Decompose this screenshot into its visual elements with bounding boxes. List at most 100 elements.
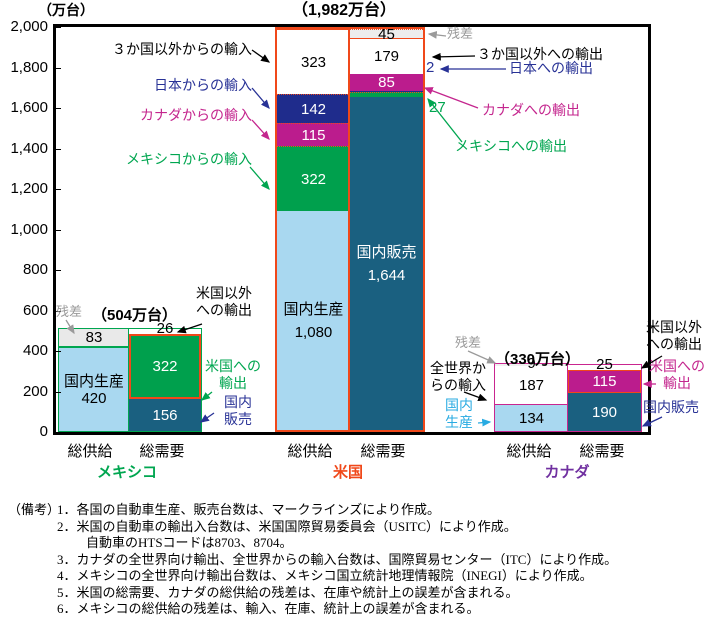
segment-label: 156 xyxy=(152,406,178,424)
segment-label: 179 xyxy=(373,48,400,65)
annotation-line: 全世界か xyxy=(430,360,486,376)
annotation-line: 生産 xyxy=(445,414,473,430)
bar-canada-demand: 190 115 25 xyxy=(567,356,642,432)
y-tick-mark xyxy=(56,108,61,109)
segment-label: 85 xyxy=(378,74,395,91)
country-label-canada: カナダ xyxy=(544,464,590,481)
notes-block: （備考） 1．各国の自動車生産、販売台数は、マークラインズにより作成。 2．米国… xyxy=(0,502,707,618)
y-tick-label: 1,400 xyxy=(10,139,48,157)
segment-label: 142 xyxy=(300,100,327,118)
annotation-line: への輸出 xyxy=(646,336,702,352)
bar-segment: 83 xyxy=(59,329,129,346)
bar-segment: 国内生産 420 xyxy=(59,346,129,431)
y-tick-label: 600 xyxy=(22,301,48,319)
annotation-line: 販売 xyxy=(224,411,252,427)
y-tick-mark xyxy=(56,432,61,433)
annotation-exports-other: ３か国以外への輸出 xyxy=(477,46,603,62)
segment-label: 115 xyxy=(301,126,326,144)
y-tick-label: 0 xyxy=(39,423,48,440)
segment-label: 322 xyxy=(152,358,178,375)
segment-label: 45 xyxy=(378,25,395,43)
y-tick-mark xyxy=(56,67,61,69)
bar-segment: 190 xyxy=(568,393,641,431)
annotation-line: への輸出 xyxy=(196,302,252,318)
bar-segment: 142 xyxy=(277,94,350,123)
note-line: 5．米国の総需要、カナダの総供給の残差は、在庫や統計上の誤差が含まれる。 xyxy=(57,584,519,600)
bar-segment: 115 xyxy=(568,370,641,393)
annotation-line: 米国への xyxy=(649,358,705,374)
canada-total-label: （330万台） xyxy=(495,351,581,368)
y-axis-unit-label: （万台） xyxy=(38,2,94,18)
bar-us-supply: 国内生産 1,080 322 115 142 323 xyxy=(275,27,352,432)
bar-segment: 323 xyxy=(277,29,350,94)
annotation-line: 輸出 xyxy=(219,375,247,391)
bar-segment: 国内生産 1,080 xyxy=(277,211,350,430)
segment-label: 国内生産 1,080 xyxy=(283,300,344,341)
bar-segment: 国内販売 1,644 xyxy=(350,97,423,430)
annotation-line: 米国以外 xyxy=(646,319,702,335)
y-tick-label: 800 xyxy=(22,261,48,278)
segment-label: 9 xyxy=(527,355,536,372)
annotation-canada-exports-us: 米国への 輸出 xyxy=(648,358,706,392)
note-line: 2．米国の自動車の輸出入台数は、米国国際貿易委員会（USITC）により作成。 xyxy=(57,518,517,534)
bar-segment: 45 xyxy=(350,26,423,43)
annotation-mexico-residual: 残差 xyxy=(56,304,83,319)
bar-segment: 156 xyxy=(129,399,201,431)
bar-segment xyxy=(350,91,423,92)
annotation-imports-mexico: メキシコからの輸入 xyxy=(126,151,252,167)
country-label-us: 米国 xyxy=(332,464,363,481)
xlabel-mexico-demand: 総需要 xyxy=(139,443,185,460)
bar-segment: 115 xyxy=(277,123,350,146)
annotation-line: 輸出 xyxy=(663,375,691,391)
segment-label: 115 xyxy=(592,373,617,390)
xlabel-us-supply: 総供給 xyxy=(287,443,333,460)
bar-us-demand: 国内販売 1,644 85 179 45 xyxy=(348,26,425,432)
annotation-canada-domestic-sales: 国内販売 xyxy=(643,399,699,415)
segment-label: 323 xyxy=(300,53,327,71)
bar-mexico-supply: 国内生産 420 83 xyxy=(58,328,130,432)
annotation-imports-other: ３か国以外からの輸入 xyxy=(112,41,252,57)
y-tick-mark xyxy=(56,310,61,312)
y-tick-mark xyxy=(56,270,61,271)
annotation-line: らの輸入 xyxy=(430,377,486,393)
note-line: 1．各国の自動車生産、販売台数は、マークラインズにより作成。 xyxy=(57,502,440,517)
xlabel-mexico-supply: 総供給 xyxy=(67,443,113,460)
bar-segment: 25 xyxy=(568,356,641,373)
y-tick-mark xyxy=(56,189,61,190)
annotation-mexico-domestic-sales: 国内 販売 xyxy=(216,394,260,428)
value-exports-japan: 2 xyxy=(426,59,435,76)
note-line: 4．メキシコの全世界向け輸出台数は、メキシコ国立統計地理情報院（INEGI）によ… xyxy=(57,568,593,583)
country-label-mexico: メキシコ xyxy=(96,464,157,481)
segment-label: 国内販売 1,644 xyxy=(356,243,417,284)
bar-segment: 322 xyxy=(277,146,350,211)
bar-segment: 179 xyxy=(350,38,423,74)
bar-segment: 85 xyxy=(350,74,423,91)
y-tick-label: 1,200 xyxy=(10,180,48,197)
y-tick-label: 200 xyxy=(22,382,48,400)
segment-label: 322 xyxy=(300,170,327,188)
note-line: 自動車のHTSコードは8703、8704。 xyxy=(86,535,293,550)
bar-segment: 134 xyxy=(495,404,568,431)
annotation-exports-canada: カナダへの輸出 xyxy=(482,102,580,118)
annotation-line: 国内 xyxy=(224,394,252,410)
annotation-canada-imports-world: 全世界か らの輸入 xyxy=(430,360,486,394)
us-total-label: （1,982万台） xyxy=(292,2,397,19)
bar-segment: 9 xyxy=(495,355,568,372)
bar-mexico-demand: 156 322 26 xyxy=(128,320,202,432)
notes-label: （備考） xyxy=(8,502,61,517)
plot-area: 国内生産 420 83 156 322 26 国内生産 1,080 322 115 142 323… xyxy=(53,24,651,435)
bar-segment xyxy=(350,92,423,97)
xlabel-canada-demand: 総需要 xyxy=(579,443,625,460)
y-tick-mark xyxy=(56,229,61,231)
note-line: 3．カナダの全世界向け輸出、全世界からの輸入台数は、国際貿易センター（ITC）に… xyxy=(57,551,618,567)
segment-label: 134 xyxy=(518,409,545,427)
bar-segment: 26 xyxy=(129,320,201,337)
y-tick-mark xyxy=(56,27,61,28)
y-tick-label: 400 xyxy=(22,342,48,359)
segment-label: 国内生産 420 xyxy=(63,372,124,407)
note-line: 6．メキシコの総供給の残差は、輸入、在庫、統計上の誤差が含まれる。 xyxy=(57,601,480,616)
annotation-mexico-exports-us: 米国への 輸出 xyxy=(204,358,262,392)
annotation-exports-japan: 日本への輸出 xyxy=(509,60,593,76)
y-tick-label: 1,600 xyxy=(10,99,48,116)
